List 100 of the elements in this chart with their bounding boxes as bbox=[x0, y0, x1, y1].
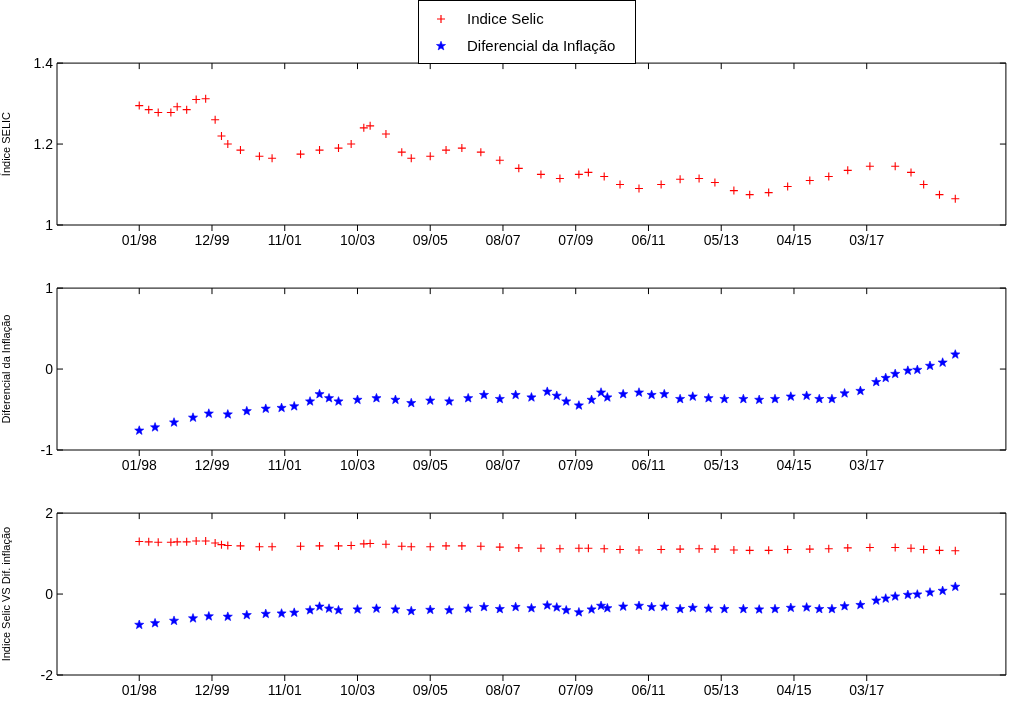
point bbox=[551, 602, 562, 612]
point bbox=[937, 357, 948, 367]
y-tick-label: 1 bbox=[45, 216, 54, 233]
x-tick-label: 10/03 bbox=[339, 231, 376, 248]
x-tick-label: 08/07 bbox=[485, 456, 521, 473]
point bbox=[551, 390, 562, 400]
point bbox=[425, 604, 436, 615]
x-tick-label: 09/05 bbox=[412, 456, 448, 473]
point bbox=[880, 593, 891, 603]
point bbox=[710, 544, 720, 554]
point bbox=[494, 393, 505, 404]
point bbox=[880, 372, 891, 383]
point bbox=[324, 603, 334, 613]
point bbox=[333, 143, 344, 153]
point bbox=[210, 538, 220, 548]
point bbox=[596, 387, 606, 397]
point bbox=[843, 543, 853, 553]
point bbox=[441, 145, 451, 155]
point bbox=[510, 601, 521, 612]
point bbox=[555, 544, 565, 554]
point bbox=[359, 123, 369, 133]
point bbox=[615, 544, 625, 555]
y-tick-label: 0 bbox=[45, 586, 54, 603]
point bbox=[203, 611, 214, 621]
point bbox=[381, 129, 391, 139]
point bbox=[687, 391, 698, 401]
point bbox=[586, 604, 597, 614]
x-tick-label: 05/13 bbox=[703, 681, 739, 698]
x-tick-label: 12/99 bbox=[194, 231, 230, 248]
point bbox=[855, 385, 866, 396]
point bbox=[314, 145, 325, 155]
point bbox=[134, 619, 145, 629]
point bbox=[906, 543, 916, 553]
point bbox=[333, 605, 344, 615]
point bbox=[805, 544, 815, 554]
point bbox=[169, 615, 179, 625]
point bbox=[937, 585, 948, 595]
point bbox=[166, 107, 176, 118]
point bbox=[365, 121, 375, 131]
point bbox=[839, 601, 850, 611]
point bbox=[602, 392, 613, 402]
point bbox=[166, 537, 176, 547]
point bbox=[634, 184, 644, 194]
y-tick-label: 1 bbox=[45, 280, 54, 297]
point bbox=[314, 601, 325, 611]
point bbox=[371, 393, 382, 403]
point bbox=[615, 179, 625, 190]
point bbox=[365, 538, 375, 549]
point bbox=[536, 543, 546, 553]
x-tick-label: 03/17 bbox=[849, 681, 885, 698]
x-tick-label: 10/03 bbox=[339, 456, 376, 473]
point bbox=[694, 173, 704, 183]
point bbox=[865, 161, 875, 171]
point bbox=[694, 544, 704, 554]
x-tick-label: 10/03 bbox=[339, 681, 376, 698]
point bbox=[703, 393, 714, 403]
x-tick-label: 12/99 bbox=[194, 456, 230, 473]
point bbox=[770, 393, 780, 404]
x-tick-label: 03/17 bbox=[849, 456, 885, 473]
point bbox=[241, 406, 252, 416]
y-tick-label: -1 bbox=[40, 441, 54, 458]
point bbox=[659, 601, 670, 611]
point bbox=[463, 603, 474, 613]
point bbox=[397, 147, 407, 157]
x-tick-label: 05/13 bbox=[703, 231, 739, 248]
x-tick-label: 05/13 bbox=[703, 456, 739, 473]
point bbox=[514, 543, 524, 553]
point bbox=[586, 394, 597, 404]
point bbox=[555, 173, 565, 183]
point bbox=[333, 396, 344, 406]
point bbox=[324, 393, 334, 403]
y-tick-label: 1.2 bbox=[33, 136, 54, 153]
point bbox=[381, 539, 391, 549]
point bbox=[346, 139, 356, 149]
point bbox=[235, 145, 245, 155]
point bbox=[950, 581, 961, 591]
point bbox=[241, 610, 252, 620]
point bbox=[390, 604, 401, 614]
point bbox=[814, 393, 825, 404]
point bbox=[526, 603, 537, 613]
point bbox=[574, 169, 584, 179]
x-tick-label: 11/01 bbox=[267, 681, 302, 698]
point bbox=[801, 390, 812, 400]
point bbox=[216, 131, 227, 141]
point bbox=[463, 393, 474, 403]
x-tick-label: 11/01 bbox=[267, 231, 302, 248]
point bbox=[289, 607, 300, 617]
point bbox=[425, 395, 436, 405]
y-tick-label: 2 bbox=[45, 505, 54, 522]
point bbox=[912, 364, 923, 375]
y-tick-label: 0 bbox=[45, 361, 54, 378]
point bbox=[675, 174, 685, 184]
x-tick-label: 03/17 bbox=[849, 231, 885, 248]
x-tick-label: 09/05 bbox=[412, 231, 448, 248]
point bbox=[444, 396, 455, 406]
point bbox=[675, 603, 685, 614]
point bbox=[305, 605, 315, 615]
point bbox=[634, 600, 644, 610]
legend-label: Diferencial da Inflação bbox=[467, 37, 616, 54]
y-axis-title: Diferencial da Inflação bbox=[0, 314, 12, 424]
